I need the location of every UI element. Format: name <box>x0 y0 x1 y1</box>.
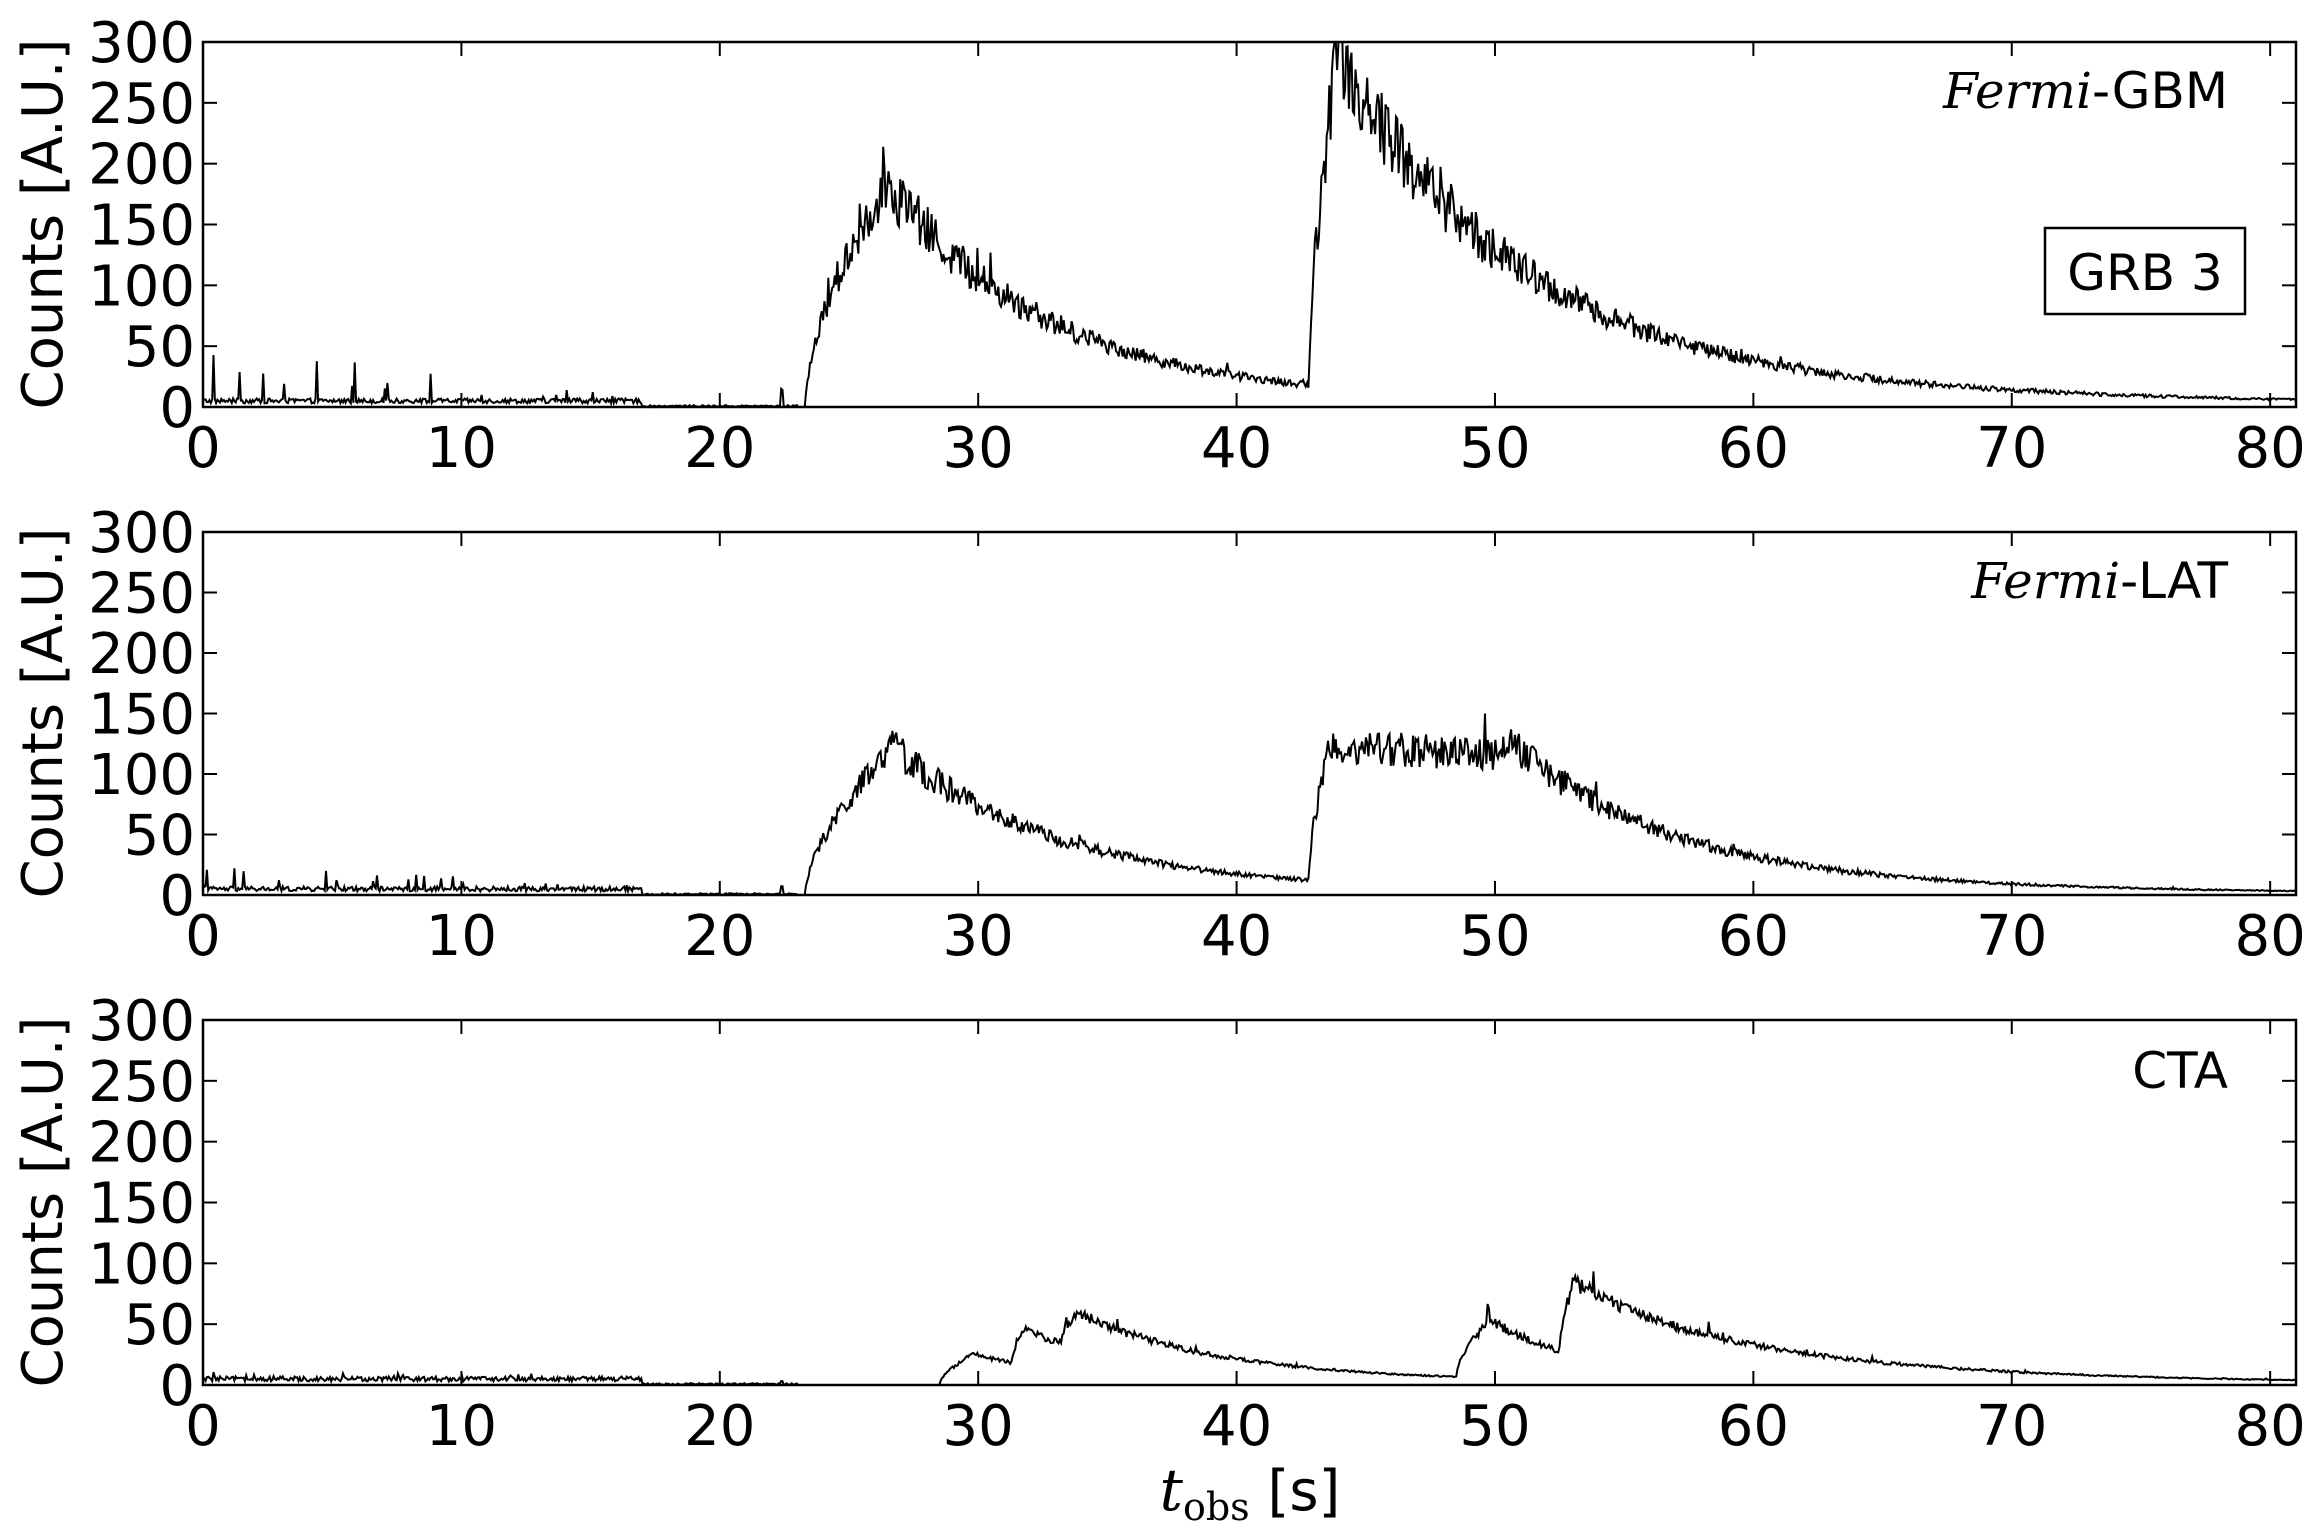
x-tick-label: 60 <box>1718 904 1789 969</box>
x-tick-label: 50 <box>1459 1394 1530 1459</box>
x-tick-label: 40 <box>1201 416 1272 481</box>
x-tick-label: 20 <box>684 1394 755 1459</box>
y-tick-label: 150 <box>88 683 195 748</box>
plot-frame <box>201 1018 2298 1387</box>
instrument-label: CTA <box>2132 1042 2228 1100</box>
y-tick-label: 0 <box>159 1354 195 1419</box>
x-tick-label: 50 <box>1459 416 1530 481</box>
x-tick-label: 80 <box>2235 904 2306 969</box>
y-tick-label: 250 <box>88 72 195 137</box>
y-axis-label: Counts [A.U.] <box>11 1017 76 1388</box>
x-axis-ticks: 0 10 20 30 40 50 60 70 80 <box>185 1020 2306 1459</box>
x-tick-label: 10 <box>426 904 497 969</box>
grb-label: GRB 3 <box>2067 244 2223 302</box>
series-line <box>202 41 2297 409</box>
y-tick-label: 300 <box>88 11 195 76</box>
x-tick-label: 10 <box>426 416 497 481</box>
y-tick-label: 0 <box>159 376 195 441</box>
x-tick-label: 70 <box>1976 1394 2047 1459</box>
x-axis-ticks: 0 10 20 30 40 50 60 70 80 <box>185 42 2306 481</box>
instrument-label: Fermi-LAT <box>1970 552 2228 610</box>
y-tick-label: 100 <box>88 254 195 319</box>
x-tick-label: 30 <box>943 1394 1014 1459</box>
instrument-label: Fermi-GBM <box>1942 62 2228 120</box>
x-axis-ticks: 0 10 20 30 40 50 60 70 80 <box>185 532 2306 969</box>
x-tick-label: 60 <box>1718 1394 1789 1459</box>
y-tick-label: 300 <box>88 989 195 1054</box>
grb-label-box <box>2043 226 2247 316</box>
x-tick-label: 0 <box>185 1394 221 1459</box>
y-tick-label: 100 <box>88 1232 195 1297</box>
y-tick-label: 200 <box>88 1111 195 1176</box>
x-tick-label: 0 <box>185 904 221 969</box>
y-tick-label: 200 <box>88 133 195 198</box>
y-tick-label: 300 <box>88 501 195 566</box>
x-tick-label: 30 <box>943 904 1014 969</box>
y-tick-label: 250 <box>88 562 195 627</box>
x-tick-label: 60 <box>1718 416 1789 481</box>
series-line <box>202 1271 2297 1387</box>
y-tick-label: 0 <box>159 864 195 929</box>
y-tick-label: 50 <box>124 315 195 380</box>
y-axis-label: Counts [A.U.] <box>11 528 76 899</box>
y-tick-label: 150 <box>88 194 195 259</box>
y-axis-label: Counts [A.U.] <box>11 39 76 410</box>
series-line <box>202 713 2296 897</box>
x-tick-label: 70 <box>1976 416 2047 481</box>
x-tick-label: 50 <box>1459 904 1530 969</box>
x-tick-label: 0 <box>185 416 221 481</box>
x-tick-label: 20 <box>684 904 755 969</box>
y-tick-label: 150 <box>88 1172 195 1237</box>
x-tick-label: 20 <box>684 416 755 481</box>
x-tick-label: 80 <box>2235 416 2306 481</box>
x-tick-label: 70 <box>1976 904 2047 969</box>
y-tick-label: 50 <box>124 1293 195 1358</box>
y-tick-label: 200 <box>88 622 195 687</box>
x-tick-label: 40 <box>1201 1394 1272 1459</box>
x-tick-label: 40 <box>1201 904 1272 969</box>
y-tick-label: 100 <box>88 743 195 808</box>
x-tick-label: 10 <box>426 1394 497 1459</box>
x-tick-label: 80 <box>2235 1394 2306 1459</box>
x-axis-label: tobs [s] <box>1160 1456 1341 1529</box>
x-tick-label: 30 <box>943 416 1014 481</box>
y-tick-label: 250 <box>88 1050 195 1115</box>
y-tick-label: 50 <box>124 804 195 869</box>
